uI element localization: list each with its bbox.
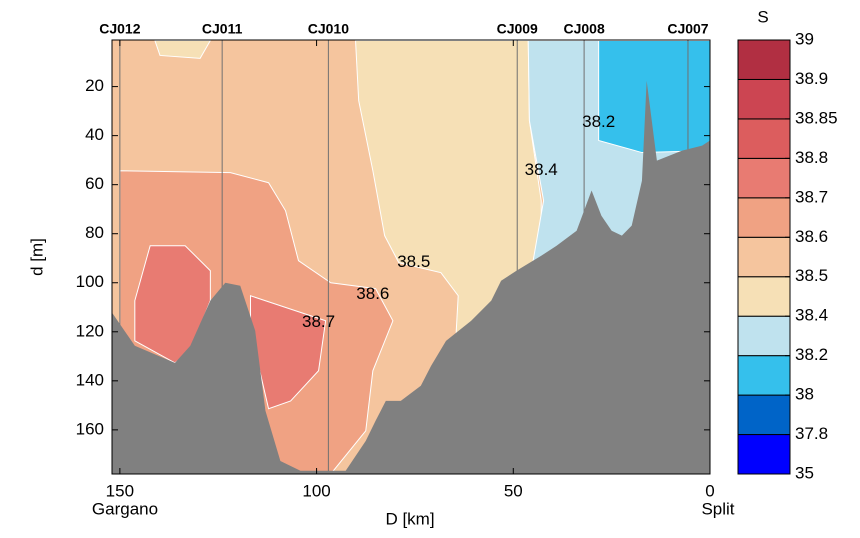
colorbar-box <box>737 315 791 357</box>
colorbar-label: 38.4 <box>795 306 828 325</box>
contour-region <box>154 40 212 59</box>
station-label: CJ010 <box>308 21 349 37</box>
colorbar-label: 37.8 <box>795 424 828 443</box>
colorbar-label: 39 <box>795 29 814 48</box>
colorbar-box <box>737 197 791 238</box>
y-tick-label: 20 <box>85 76 104 95</box>
x-tick-label: 100 <box>302 481 330 500</box>
contour-label: 38.5 <box>397 252 430 271</box>
colorbar-label: 38.8 <box>795 148 828 167</box>
contour-label: 38.2 <box>582 112 615 131</box>
colorbar-label: 38.2 <box>795 345 828 364</box>
colorbar-box <box>737 39 791 80</box>
colorbar-label: 38.85 <box>795 108 838 127</box>
plot-frame <box>111 39 711 475</box>
colorbar-label: 38.5 <box>795 266 828 285</box>
y-tick-label: 140 <box>76 370 104 389</box>
plot-area <box>112 40 710 474</box>
station-label: CJ007 <box>667 21 708 37</box>
colorbar-box <box>737 434 791 475</box>
colorbar-label: 38 <box>795 385 814 404</box>
contour-label: 38.6 <box>356 284 389 303</box>
x-tick-label: 50 <box>504 481 523 500</box>
colorbar-box <box>737 355 791 396</box>
y-tick-label: 80 <box>85 223 104 242</box>
colorbar-box <box>737 157 791 199</box>
colorbar-label: 35 <box>795 463 814 482</box>
contour-region <box>598 40 710 154</box>
colorbar-box <box>737 276 791 317</box>
x-tick-label: 150 <box>106 481 134 500</box>
y-tick-label: 120 <box>76 321 104 340</box>
y-axis-label: d [m] <box>27 238 46 276</box>
bathymetry <box>112 80 710 474</box>
x-tick-label: 0 <box>705 481 714 500</box>
y-tick-label: 40 <box>85 125 104 144</box>
colorbar-label: 38.6 <box>795 227 828 246</box>
y-tick-label: 160 <box>76 419 104 438</box>
station-label: CJ011 <box>202 21 243 37</box>
contour-label: 38.7 <box>302 312 335 331</box>
y-tick-label: 60 <box>85 174 104 193</box>
colorbar-box <box>737 118 791 159</box>
x-axis-label: D [km] <box>385 509 434 528</box>
colorbar-box <box>737 236 791 278</box>
colorbar-title: S <box>757 7 768 26</box>
colorbar-box <box>737 78 791 120</box>
colorbar-box <box>737 394 791 436</box>
station-label: CJ008 <box>563 21 604 37</box>
left-end-label: Gargano <box>92 499 158 518</box>
colorbar-label: 38.7 <box>795 187 828 206</box>
station-label: CJ009 <box>497 21 538 37</box>
station-label: CJ012 <box>99 21 140 37</box>
colorbar-label: 38.9 <box>795 69 828 88</box>
contour-label: 38.4 <box>525 160 558 179</box>
right-end-label: Split <box>701 499 734 518</box>
y-tick-label: 100 <box>76 272 104 291</box>
